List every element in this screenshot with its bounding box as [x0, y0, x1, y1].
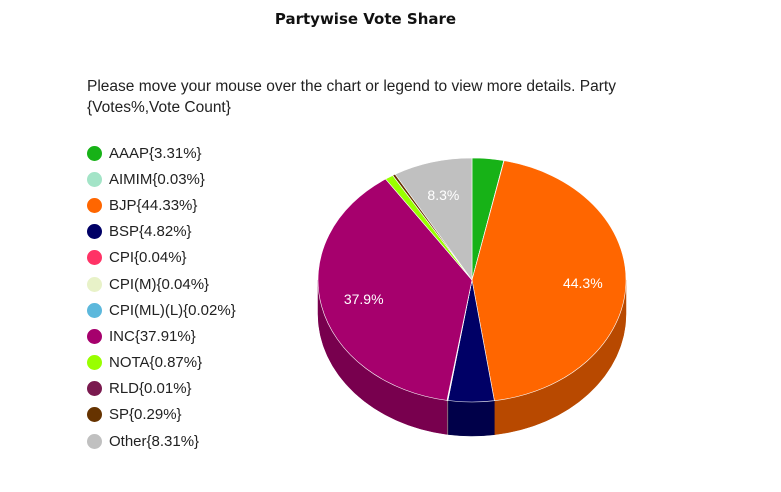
data-label-inc: 37.9%	[344, 291, 384, 307]
legend-label: NOTA{0.87%}	[109, 354, 203, 372]
legend-label: BSP{4.82%}	[109, 223, 192, 241]
legend-item-rld[interactable]: RLD{0.01%}	[87, 376, 236, 402]
legend-label: SP{0.29%}	[109, 406, 182, 424]
legend-swatch	[87, 328, 102, 344]
legend-swatch	[87, 145, 102, 161]
legend-item-other[interactable]: Other{8.31%}	[87, 428, 236, 454]
legend-item-inc[interactable]: INC{37.91%}	[87, 323, 236, 349]
chart-legend: AAAP{3.31%} AIMIM{0.03%} BJP{44.33%} BSP…	[87, 140, 236, 454]
legend-swatch	[87, 381, 102, 397]
legend-swatch	[87, 433, 102, 449]
legend-label: RLD{0.01%}	[109, 380, 192, 398]
legend-label: CPI(ML)(L){0.02%}	[109, 301, 236, 319]
data-label-bjp: 44.3%	[563, 275, 603, 291]
chart-title: Partywise Vote Share	[274, 10, 457, 28]
legend-swatch	[87, 276, 102, 292]
legend-swatch	[87, 302, 102, 318]
legend-item-cpi-m[interactable]: CPI(M){0.04%}	[87, 271, 236, 297]
legend-item-aimim[interactable]: AIMIM{0.03%}	[87, 166, 236, 192]
legend-label: BJP{44.33%}	[109, 196, 198, 214]
legend-label: INC{37.91%}	[109, 327, 196, 345]
legend-item-sp[interactable]: SP{0.29%}	[87, 402, 236, 428]
data-label-other: 8.3%	[427, 187, 459, 203]
pie-slice-inc[interactable]	[317, 178, 473, 401]
legend-label: Other{8.31%}	[109, 432, 200, 450]
legend-swatch	[87, 407, 102, 423]
legend-item-cpi[interactable]: CPI{0.04%}	[87, 245, 236, 271]
legend-swatch	[87, 224, 102, 240]
pie-slice-bjp[interactable]	[471, 160, 627, 402]
pie-side-bsp[interactable]	[447, 400, 495, 437]
legend-swatch	[87, 197, 102, 213]
legend-item-cpi-ml-l[interactable]: CPI(ML)(L){0.02%}	[87, 297, 236, 323]
pie-slice-other[interactable]	[394, 157, 473, 281]
chart-instructions: Please move your mouse over the chart or…	[87, 78, 616, 116]
legend-item-aaap[interactable]: AAAP{3.31%}	[87, 140, 236, 166]
legend-label: AAAP{3.31%}	[109, 144, 202, 162]
legend-swatch	[87, 250, 102, 266]
legend-label: AIMIM{0.03%}	[109, 170, 205, 188]
legend-item-bsp[interactable]: BSP{4.82%}	[87, 219, 236, 245]
legend-swatch	[87, 171, 102, 187]
legend-item-bjp[interactable]: BJP{44.33%}	[87, 192, 236, 218]
legend-label: CPI(M){0.04%}	[109, 275, 210, 293]
legend-label: CPI{0.04%}	[109, 249, 187, 267]
legend-item-nota[interactable]: NOTA{0.87%}	[87, 350, 236, 376]
legend-swatch	[87, 355, 102, 371]
